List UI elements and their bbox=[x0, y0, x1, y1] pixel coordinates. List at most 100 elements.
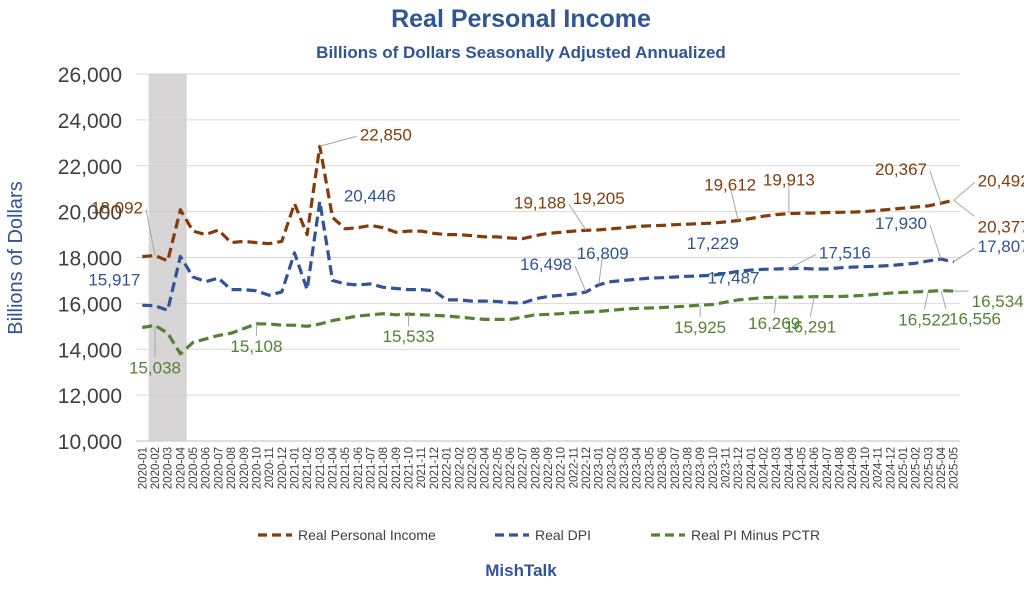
y-tick-label: 18,000 bbox=[58, 248, 122, 271]
x-tick-label: 2022-12 bbox=[581, 447, 593, 489]
data-label: 20,446 bbox=[344, 186, 396, 205]
data-label: 15,917 bbox=[88, 270, 140, 289]
leader-line bbox=[598, 254, 604, 285]
grid bbox=[136, 73, 960, 442]
leader-line bbox=[788, 254, 817, 270]
data-label: 19,205 bbox=[573, 189, 625, 208]
data-label: 19,612 bbox=[704, 176, 756, 195]
x-tick-label: 2020-06 bbox=[201, 447, 213, 489]
data-label: 20,377 bbox=[978, 217, 1024, 236]
x-tick-label: 2022-07 bbox=[518, 447, 530, 489]
x-tick-label: 2023-08 bbox=[682, 447, 694, 489]
leader-line bbox=[568, 203, 587, 231]
x-tick-label: 2024-12 bbox=[885, 447, 897, 489]
x-tick-label: 2021-12 bbox=[429, 447, 441, 489]
legend-label: Real Personal Income bbox=[298, 527, 436, 543]
source-label: MishTalk bbox=[485, 561, 557, 580]
x-tick-label: 2023-05 bbox=[644, 447, 656, 489]
data-label: 15,108 bbox=[230, 337, 282, 356]
x-tick-label: 2024-04 bbox=[784, 446, 796, 489]
x-tick-label: 2024-01 bbox=[746, 447, 758, 489]
x-tick-label: 2024-11 bbox=[873, 447, 885, 488]
data-label: 18,092 bbox=[91, 198, 143, 217]
x-tick-label: 2025-02 bbox=[911, 447, 923, 489]
leader-line bbox=[929, 171, 942, 204]
x-tick-label: 2022-06 bbox=[505, 447, 517, 489]
x-tick-label: 2020-03 bbox=[163, 447, 175, 489]
x-tick-label: 2024-07 bbox=[822, 447, 834, 489]
data-label: 16,809 bbox=[577, 244, 629, 263]
y-tick-label: 26,000 bbox=[58, 64, 122, 87]
x-tick-label: 2022-11 bbox=[568, 447, 580, 488]
x-tick-label: 2021-05 bbox=[340, 447, 352, 489]
data-label: 15,925 bbox=[674, 318, 726, 337]
x-tick-label: 2025-03 bbox=[923, 447, 935, 489]
leader-line bbox=[923, 291, 929, 310]
x-tick-label: 2020-01 bbox=[137, 447, 149, 489]
y-tick-label: 14,000 bbox=[58, 339, 122, 362]
x-tick-label: 2023-04 bbox=[632, 446, 644, 489]
x-tick-label: 2024-02 bbox=[759, 447, 771, 489]
x-tick-labels: 2020-01 2020-02 2020-03 2020-04 2020-05 2020-… bbox=[137, 446, 960, 489]
leader-line bbox=[953, 181, 975, 201]
leader-line bbox=[940, 290, 947, 309]
data-label: 15,038 bbox=[129, 358, 181, 377]
y-tick-label: 20,000 bbox=[58, 202, 122, 225]
y-tick-label: 22,000 bbox=[58, 156, 122, 179]
leader-line bbox=[953, 247, 975, 263]
x-tick-label: 2023-10 bbox=[708, 447, 720, 489]
leader-line bbox=[145, 209, 156, 256]
y-tick-label: 12,000 bbox=[58, 385, 122, 408]
data-label: 16,556 bbox=[949, 310, 1001, 329]
y-tick-label: 16,000 bbox=[58, 293, 122, 316]
data-label: 16,291 bbox=[784, 318, 836, 337]
x-tick-label: 2022-03 bbox=[467, 447, 479, 489]
y-tick-label: 10,000 bbox=[58, 431, 122, 454]
x-tick-label: 2021-07 bbox=[366, 447, 378, 489]
leader-line bbox=[319, 135, 357, 147]
x-tick-label: 2020-08 bbox=[226, 447, 238, 489]
x-tick-label: 2020-12 bbox=[277, 447, 289, 489]
chart-title: Real Personal Income bbox=[391, 5, 651, 33]
data-label: 17,229 bbox=[687, 234, 739, 253]
x-tick-label: 2023-03 bbox=[619, 447, 631, 489]
data-label: 17,807 bbox=[978, 237, 1024, 256]
x-tick-label: 2022-04 bbox=[480, 446, 492, 489]
x-tick-label: 2022-01 bbox=[442, 447, 454, 489]
data-label: 19,188 bbox=[514, 193, 566, 212]
x-tick-label: 2022-09 bbox=[543, 447, 555, 489]
x-tick-label: 2024-10 bbox=[860, 447, 872, 489]
x-tick-label: 2021-09 bbox=[391, 447, 403, 489]
x-tick-label: 2024-03 bbox=[771, 447, 783, 489]
legend-label: Real PI Minus PCTR bbox=[691, 527, 820, 543]
x-tick-label: 2023-02 bbox=[606, 447, 618, 489]
x-tick-label: 2020-05 bbox=[188, 447, 200, 489]
x-tick-label: 2021-06 bbox=[353, 447, 365, 489]
data-label: 19,913 bbox=[763, 171, 815, 190]
data-label: 17,516 bbox=[819, 244, 871, 263]
series-line-real-personal-income bbox=[142, 144, 955, 263]
y-tick-labels: 10,000 12,000 14,000 16,000 18,000 20,000 22,0… bbox=[58, 64, 122, 454]
data-label: 20,367 bbox=[875, 160, 927, 179]
y-axis-label: Billions of Dollars bbox=[5, 181, 27, 334]
x-tick-label: 2022-05 bbox=[492, 447, 504, 489]
x-tick-label: 2022-10 bbox=[556, 447, 568, 489]
data-label: 17,930 bbox=[875, 214, 927, 233]
x-tick-label: 2023-07 bbox=[670, 447, 682, 489]
leader-line bbox=[574, 265, 587, 293]
leader-line bbox=[929, 224, 942, 260]
x-tick-label: 2025-01 bbox=[898, 447, 910, 489]
x-tick-label: 2023-09 bbox=[695, 447, 707, 489]
x-tick-label: 2021-04 bbox=[327, 446, 339, 489]
series-line-real-dpi bbox=[142, 199, 955, 312]
x-tick-label: 2020-11 bbox=[264, 447, 276, 488]
y-tick-label: 24,000 bbox=[58, 110, 122, 133]
x-tick-label: 2020-09 bbox=[239, 447, 251, 489]
data-label: 16,269 bbox=[748, 314, 800, 333]
legend: Real Personal Income Real DPI Real PI Minu… bbox=[258, 527, 820, 543]
x-tick-label: 2024-06 bbox=[809, 447, 821, 489]
legend-label: Real DPI bbox=[535, 527, 591, 543]
x-tick-label: 2022-08 bbox=[530, 447, 542, 489]
x-tick-label: 2024-05 bbox=[797, 447, 809, 489]
